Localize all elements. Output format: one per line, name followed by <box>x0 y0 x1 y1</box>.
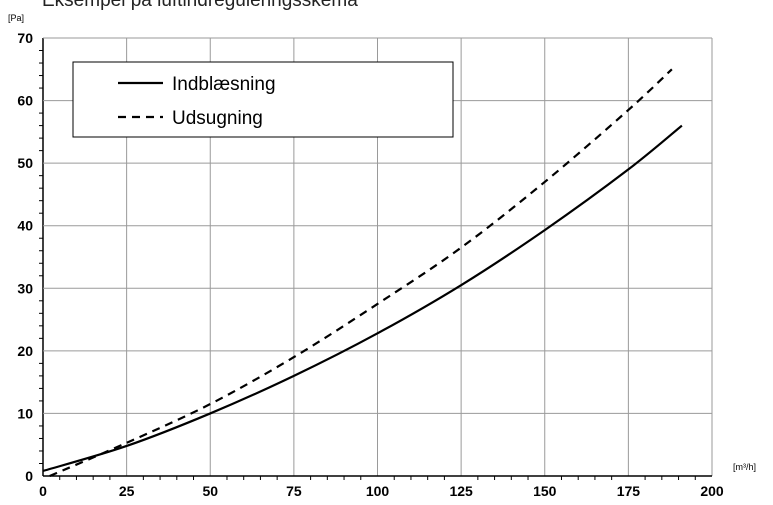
x-tick-label: 50 <box>202 483 218 499</box>
legend-box <box>72 61 454 138</box>
y-tick-label: 10 <box>17 405 33 421</box>
x-tick-label: 150 <box>533 483 557 499</box>
x-tick-label: 125 <box>449 483 473 499</box>
x-tick-label: 175 <box>617 483 641 499</box>
series-line-udsugning <box>49 68 673 478</box>
y-tick-label: 60 <box>17 93 33 109</box>
y-tick-label: 70 <box>17 30 33 46</box>
series-layer <box>42 68 683 478</box>
x-axis-unit-label: [m³/h] <box>733 462 756 472</box>
y-tick-label: 30 <box>17 280 33 296</box>
legend-label-indblaesning: Indblæsning <box>172 74 276 95</box>
legend: Indblæsning Udsugning <box>72 61 454 138</box>
y-tick-label: 0 <box>25 468 33 484</box>
x-tick-label: 200 <box>700 483 724 499</box>
y-tick-label: 20 <box>17 343 33 359</box>
y-tick-label: 50 <box>17 155 33 171</box>
x-tick-label: 0 <box>39 483 47 499</box>
x-tick-label: 25 <box>119 483 135 499</box>
grid <box>42 37 713 477</box>
y-axis-unit-label: [Pa] <box>8 13 24 23</box>
series-line-indblaesning <box>42 124 683 473</box>
x-tick-label: 75 <box>286 483 302 499</box>
y-tick-label: 40 <box>17 218 33 234</box>
x-tick-label: 100 <box>366 483 390 499</box>
minor-ticks <box>39 50 696 480</box>
chart-title: Eksempel på luftindreguleringsskema <box>42 0 358 11</box>
axis-tick-labels: 0 25 50 75 100 125 150 175 200 0 10 20 30 40 50 60 70 <box>17 30 723 499</box>
legend-label-udsugning: Udsugning <box>172 108 263 129</box>
